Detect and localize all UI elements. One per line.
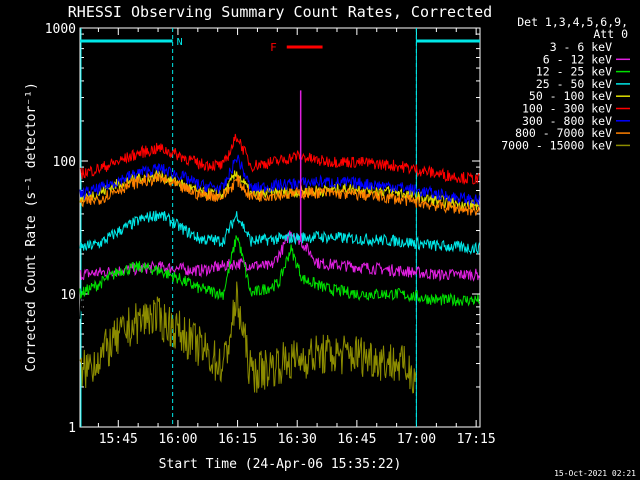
series-line [79,172,480,216]
y-axis-label: Corrected Count Rate (s⁻¹ detector⁻¹) [24,82,39,372]
series-line [79,235,480,307]
plot-frame [79,27,481,428]
x-tick-label: 15:45 [99,432,138,447]
timestamp: 15-Oct-2021 02:21 [554,469,636,478]
legend-label: 12 - 25 keV [536,65,612,79]
legend-label: 6 - 12 keV [543,52,612,66]
legend-title-2: Att 0 [593,27,628,41]
x-tick-label: 17:00 [397,432,436,447]
legend-label: 25 - 50 keV [536,77,612,91]
series-line [79,133,480,186]
y-tick-label: 1 [68,421,76,436]
x-tick-label: 16:15 [218,432,257,447]
legend-label: 300 - 800 keV [522,114,612,128]
x-tick-label: 16:30 [278,432,317,447]
x-axis-label: Start Time (24-Apr-06 15:35:22) [159,457,402,472]
legend-label: 50 - 100 keV [529,89,612,103]
flag-label-night: N [177,37,183,48]
legend-label: 3 - 6 keV [550,40,612,54]
x-tick-label: 17:15 [457,432,496,447]
series-line [79,281,417,394]
flag-label-flare: F [270,41,277,54]
series-line [79,230,480,282]
x-tick-label: 16:00 [158,432,197,447]
series-group [79,90,480,394]
series-line [79,154,480,206]
legend-title-1: Det 1,3,4,5,6,9, [517,15,628,29]
y-tick-label: 10 [60,288,76,303]
legend-label: 100 - 300 keV [522,102,612,116]
legend-label: 7000 - 15000 keV [501,138,612,152]
legend-label: 800 - 7000 keV [515,126,612,140]
series-line [79,210,480,255]
chart-title: RHESSI Observing Summary Count Rates, Co… [68,3,492,21]
x-tick-label: 16:45 [337,432,376,447]
y-tick-label: 1000 [45,22,76,37]
series-line [79,236,417,335]
y-tick-label: 100 [53,155,76,170]
